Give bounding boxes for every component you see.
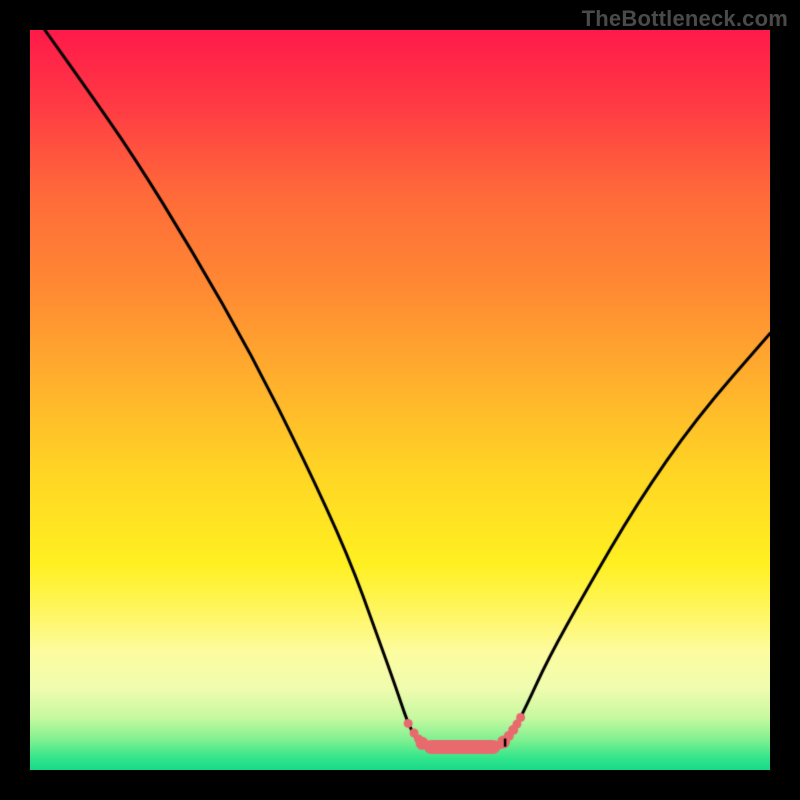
plot-area bbox=[30, 30, 770, 770]
watermark-text: TheBottleneck.com bbox=[582, 6, 788, 32]
chart-canvas bbox=[30, 30, 770, 770]
chart-container: TheBottleneck.com bbox=[0, 0, 800, 800]
